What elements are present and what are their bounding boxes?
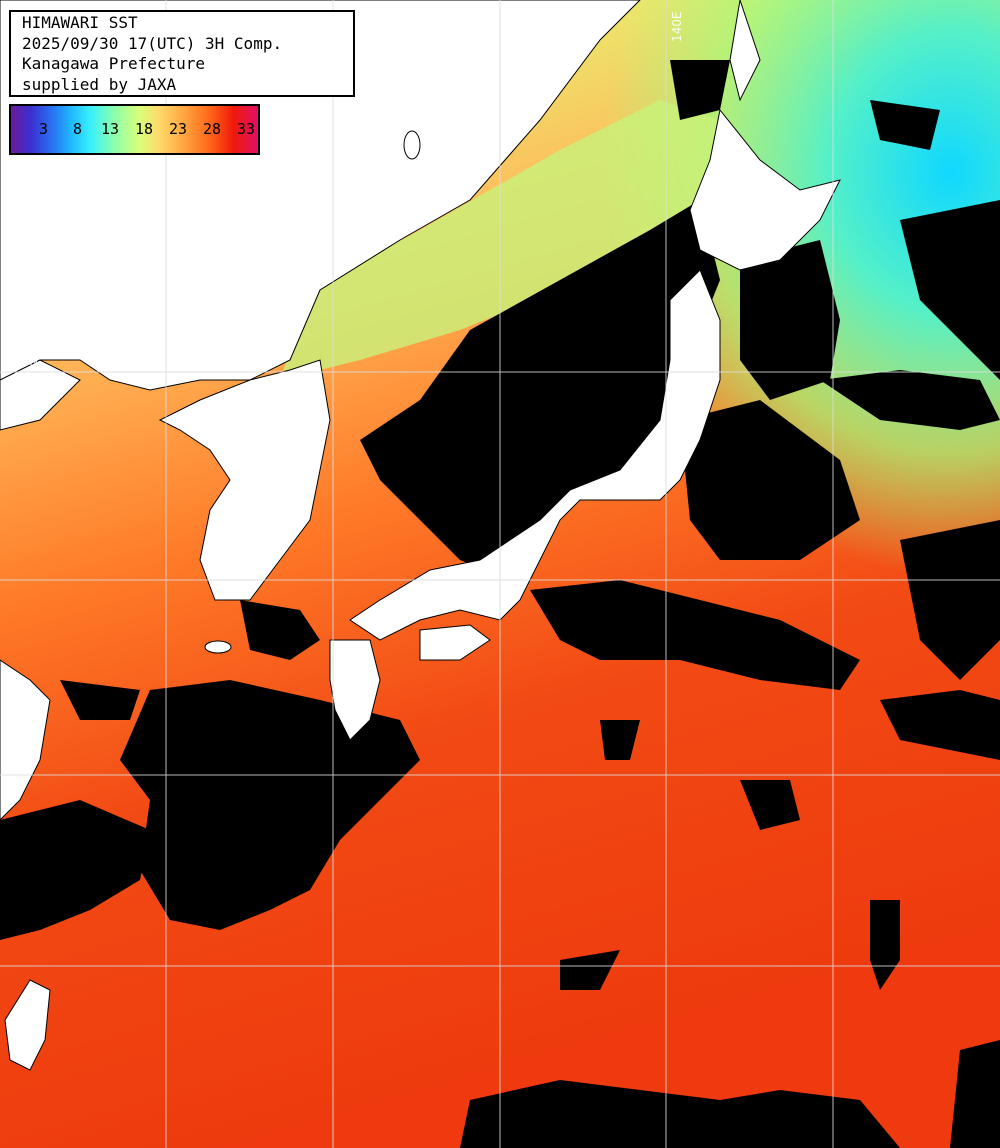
colorbar-tick: 23 [169,120,188,138]
latitude-label: 30N [14,354,39,368]
land-continent [0,0,641,391]
land-hokkaido [689,108,841,271]
temperature-colorbar: 3 8 13 18 23 28 33 [9,104,260,155]
supplier-line: supplied by JAXA [22,74,177,94]
longitude-label: 140E [670,11,684,43]
colorbar-tick: 28 [203,120,222,138]
title-box: HIMAWARI SST 2025/09/30 17(UTC) 3H Comp.… [9,10,355,97]
land-korea [158,359,331,601]
land-jeju [204,640,232,654]
colorbar-tick: 3 [39,120,49,138]
land-china-coast [0,359,81,821]
region-line: Kanagawa Prefecture [22,54,206,73]
land-taiwan [4,979,51,1071]
colorbar-tick: 13 [101,120,120,138]
title-line: HIMAWARI SST [22,13,138,32]
colorbar-tick: 8 [73,120,83,138]
land-kyushu [329,639,381,741]
colorbar-tick: 18 [135,120,154,138]
colorbar-tick: 33 [237,120,256,138]
land-sakhalin [729,0,761,102]
landmass [0,0,841,1071]
land-honshu [349,269,721,641]
cloud-cover [0,60,1000,1148]
land-ulleung [403,130,421,160]
date-line: 2025/09/30 17(UTC) 3H Comp. [22,33,283,53]
land-shikoku [419,624,491,661]
